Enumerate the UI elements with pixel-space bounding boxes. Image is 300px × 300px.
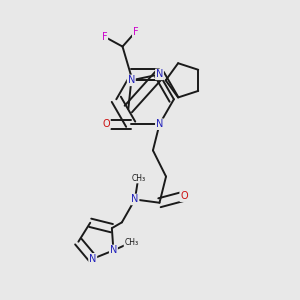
- Text: F: F: [102, 32, 107, 42]
- Text: N: N: [110, 245, 117, 255]
- Text: N: N: [128, 75, 135, 85]
- Text: N: N: [156, 119, 163, 129]
- Text: CH₃: CH₃: [124, 238, 139, 247]
- Text: N: N: [89, 254, 96, 264]
- Text: O: O: [102, 119, 110, 129]
- Text: O: O: [180, 191, 188, 201]
- Text: CH₃: CH₃: [131, 174, 145, 183]
- Text: N: N: [131, 194, 139, 205]
- Text: F: F: [133, 27, 138, 37]
- Text: N: N: [156, 69, 163, 80]
